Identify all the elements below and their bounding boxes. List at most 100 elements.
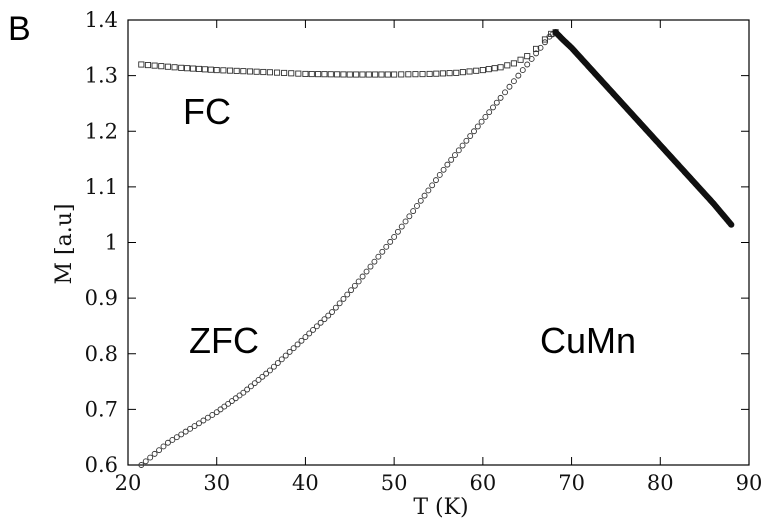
data-point-zfc — [398, 223, 405, 230]
data-point-fc — [226, 67, 234, 74]
data-point-zfc — [329, 309, 335, 315]
data-point-fc — [479, 67, 486, 74]
data-point-fc — [151, 62, 158, 69]
data-point-zfc — [455, 147, 462, 154]
data-point-zfc — [247, 383, 254, 390]
data-point-zfc — [290, 345, 297, 352]
data-point-zfc — [191, 423, 198, 430]
data-point-fc — [524, 53, 531, 60]
data-point-zfc — [359, 273, 366, 280]
y-tick-label: 0.8 — [85, 342, 118, 366]
data-point-fc — [158, 63, 165, 70]
y-tick-label: 1.4 — [85, 8, 118, 32]
data-point-zfc — [340, 295, 347, 302]
data-point-fc — [273, 69, 281, 76]
data-point-zfc — [375, 253, 382, 260]
data-point-fc — [398, 71, 405, 78]
series-fc — [138, 29, 559, 78]
data-point-zfc — [344, 291, 351, 298]
data-point-zfc — [160, 443, 167, 450]
data-point-zfc — [169, 437, 176, 443]
data-point-zfc — [433, 177, 439, 184]
data-point-zfc — [321, 316, 328, 323]
data-point-zfc — [244, 386, 251, 393]
data-point-zfc — [519, 67, 526, 74]
data-point-zfc — [221, 403, 228, 410]
data-point-zfc — [528, 55, 535, 62]
data-point-fc — [453, 69, 460, 76]
data-point-zfc — [278, 356, 285, 363]
data-point-fc — [260, 68, 267, 76]
data-point-zfc — [259, 373, 266, 380]
data-point-zfc — [332, 304, 339, 311]
data-point-zfc — [406, 213, 413, 220]
data-point-zfc — [187, 425, 194, 432]
data-point-zfc — [425, 187, 432, 194]
data-point-zfc — [417, 197, 424, 204]
data-point-zfc — [240, 389, 247, 396]
data-point-fc — [233, 67, 240, 74]
data-point-zfc — [151, 450, 158, 457]
data-point-fc — [378, 71, 385, 78]
data-point-zfc — [270, 363, 277, 370]
data-point-zfc — [173, 434, 180, 441]
data-point-zfc — [351, 282, 358, 289]
data-point-zfc — [448, 156, 455, 163]
y-axis-title: M [a.u] — [52, 204, 77, 285]
data-point-zfc — [217, 406, 224, 413]
x-tick-label: 80 — [647, 471, 674, 495]
data-point-zfc — [228, 398, 235, 404]
panel-label: B — [8, 10, 31, 48]
data-point-fc — [426, 70, 433, 78]
data-point-fc — [517, 56, 524, 63]
y-tick-label: 1.3 — [85, 64, 118, 88]
data-point-zfc — [436, 172, 443, 178]
data-point-fc — [497, 64, 504, 71]
data-point-fc — [504, 62, 511, 69]
data-point-zfc — [317, 319, 324, 326]
data-point-zfc — [255, 377, 262, 383]
data-point-fc — [372, 71, 379, 78]
data-point-fc — [405, 71, 412, 78]
data-point-fc — [412, 71, 419, 78]
data-point-zfc — [493, 99, 500, 106]
data-point-zfc — [266, 367, 273, 374]
y-tick-label: 0.9 — [85, 286, 118, 310]
data-point-fc — [541, 36, 549, 43]
data-point-zfc — [537, 44, 544, 51]
data-point-zfc — [355, 278, 362, 285]
x-tick-label: 90 — [736, 471, 763, 495]
data-point-fc — [446, 70, 453, 77]
data-point-fc — [220, 67, 227, 74]
data-point-zfc — [510, 78, 517, 85]
data-point-zfc — [310, 326, 316, 333]
data-point-zfc — [478, 118, 485, 125]
data-point-fc — [384, 71, 391, 78]
data-point-fc — [246, 68, 254, 75]
ticks-layer: 20 30 40 50 60 70 80 90 0.6 0.7 0.8 0.9 1 1.1 1.2 1.3 1.… — [85, 8, 763, 495]
data-point-fc — [240, 68, 247, 75]
data-point-fc — [459, 69, 466, 76]
data-point-zfc — [363, 268, 370, 275]
data-point-fc — [253, 68, 260, 75]
data-point-fc — [327, 71, 334, 78]
data-point-zfc — [164, 439, 171, 446]
data-point-fc — [334, 71, 341, 78]
data-point-zfc — [463, 137, 470, 144]
data-point-fc — [164, 63, 171, 70]
data-point-zfc — [515, 72, 522, 79]
data-point-fc — [315, 71, 322, 78]
data-point-fc — [419, 71, 426, 78]
data-point-zfc — [440, 166, 447, 173]
series-cumn — [552, 29, 735, 228]
annotation-cumn: CuMn — [540, 320, 636, 361]
data-point-fc — [340, 71, 347, 78]
data-point-fc — [138, 61, 145, 68]
data-point-zfc — [196, 420, 202, 427]
data-point-zfc — [482, 113, 489, 120]
data-point-zfc — [383, 243, 390, 250]
x-tick-label: 20 — [115, 471, 142, 495]
data-point-fc — [308, 70, 315, 78]
data-point-zfc — [371, 258, 378, 265]
